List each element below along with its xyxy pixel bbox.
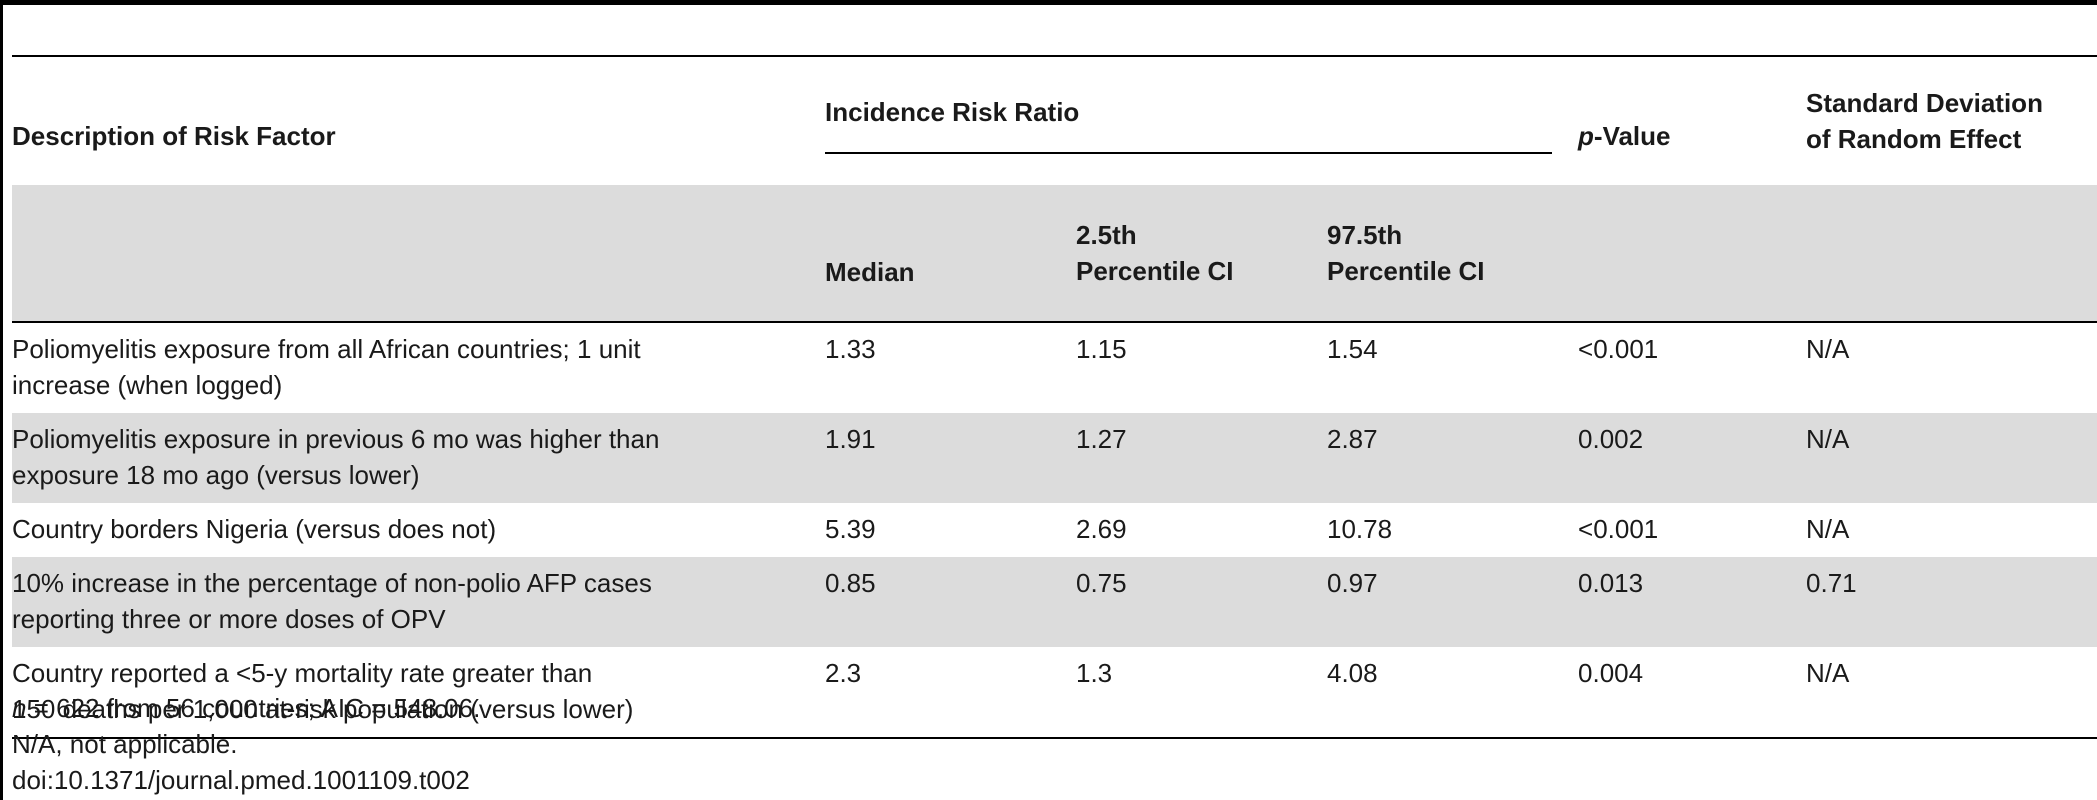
footnote-n-rest: = 622 from 56 countries; AIC = 548.06.: [26, 693, 481, 723]
ci-low-value: 1.27: [1076, 413, 1327, 503]
description-line: Country reported a <5-y mortality rate g…: [12, 658, 593, 688]
column-header-median: Median: [825, 185, 1076, 321]
risk-factor-description: Poliomyelitis exposure in previous 6 mo …: [12, 413, 825, 503]
description-line: exposure 18 mo ago (versus lower): [12, 460, 420, 490]
ci-high-value: 2.87: [1327, 413, 1579, 503]
description-line: reporting three or more doses of OPV: [12, 604, 446, 634]
sd-value: 0.71: [1806, 557, 2097, 647]
table-row: Country borders Nigeria (versus does not…: [12, 503, 2097, 557]
description-line: Country borders Nigeria (versus does not…: [12, 514, 497, 544]
sd-value: N/A: [1806, 514, 1850, 544]
p-value: 0.004: [1578, 658, 1644, 688]
column-group-incidence-risk-ratio: Incidence Risk Ratio: [825, 57, 1578, 185]
header-top-rule: [12, 55, 2097, 57]
risk-factor-description: Country borders Nigeria (versus does not…: [12, 503, 825, 557]
sd-value: N/A: [1806, 334, 1850, 364]
header-blank-cell-p: [1578, 185, 1807, 321]
risk-factor-table: Description of Risk Factor Incidence Ris…: [12, 57, 2097, 739]
ci-high-value: 0.97: [1327, 557, 1579, 647]
table-row: Poliomyelitis exposure in previous 6 mo …: [12, 413, 2097, 503]
table-row: Poliomyelitis exposure from all African …: [12, 323, 2097, 413]
ci-low-line2: Percentile CI: [1076, 256, 1234, 286]
table-body: Poliomyelitis exposure from all African …: [12, 323, 2097, 739]
ci-high-value: 4.08: [1327, 658, 1378, 688]
top-border-rule: [0, 0, 2097, 5]
ci-low-value: 1.3: [1076, 658, 1113, 688]
column-header-p-value: p-Value: [1578, 57, 1806, 185]
column-header-sd-random-effect: Standard Deviation of Random Effect: [1806, 57, 2097, 185]
median-value: 1.91: [825, 413, 1076, 503]
footnote-sample-size: n = 622 from 56 countries; AIC = 548.06.: [12, 690, 480, 726]
left-border-rule: [0, 0, 3, 800]
ci-high-line2: Percentile CI: [1327, 256, 1485, 286]
sd-header-line2: of Random Effect: [1806, 124, 2022, 154]
median-value: 5.39: [825, 514, 876, 544]
ci-high-line1: 97.5th: [1327, 220, 1403, 250]
table-bottom-rule: [12, 737, 2097, 739]
p-value: <0.001: [1578, 334, 1659, 364]
ci-high-value: 10.78: [1327, 514, 1393, 544]
ci-low-value: 2.69: [1076, 514, 1127, 544]
p-value: <0.001: [1578, 514, 1659, 544]
sd-header-line1: Standard Deviation: [1806, 88, 2043, 118]
ci-low-value: 0.75: [1076, 557, 1327, 647]
irr-group-label: Incidence Risk Ratio: [825, 94, 1552, 154]
description-line: 10% increase in the percentage of non-po…: [12, 568, 652, 598]
table-footnotes: n = 622 from 56 countries; AIC = 548.06.…: [12, 690, 480, 798]
column-header-description: Description of Risk Factor: [12, 121, 336, 151]
risk-factor-description: Poliomyelitis exposure from all African …: [12, 323, 825, 413]
sd-value: N/A: [1806, 413, 2097, 503]
ci-high-value: 1.54: [1327, 334, 1378, 364]
p-value-rest: -Value: [1593, 121, 1671, 151]
header-blank-cell: [12, 185, 825, 321]
description-line: increase (when logged): [12, 370, 283, 400]
description-line: Poliomyelitis exposure in previous 6 mo …: [12, 424, 660, 454]
footnote-na: N/A, not applicable.: [12, 729, 238, 759]
description-line: 150 deaths per 1,000 at-risk population …: [12, 694, 634, 724]
table-row: Country reported a <5-y mortality rate g…: [12, 647, 2097, 737]
median-value: 0.85: [825, 557, 1076, 647]
p-italic: p: [1578, 121, 1594, 151]
column-header-ci-low: 2.5th Percentile CI: [1076, 185, 1327, 321]
description-line: Poliomyelitis exposure from all African …: [12, 334, 641, 364]
ci-low-line1: 2.5th: [1076, 220, 1137, 250]
column-header-ci-high: 97.5th Percentile CI: [1327, 185, 1579, 321]
p-value: 0.002: [1578, 413, 1807, 503]
ci-low-value: 1.15: [1076, 334, 1127, 364]
p-value: 0.013: [1578, 557, 1807, 647]
table-row: 10% increase in the percentage of non-po…: [12, 557, 2097, 647]
footnote-n-italic: n: [12, 693, 27, 723]
header-row-primary: Description of Risk Factor Incidence Ris…: [12, 57, 2097, 185]
median-value: 1.33: [825, 334, 876, 364]
risk-factor-description: 10% increase in the percentage of non-po…: [12, 557, 825, 647]
footnote-doi: doi:10.1371/journal.pmed.1001109.t002: [12, 765, 470, 795]
risk-factor-description: Country reported a <5-y mortality rate g…: [12, 647, 825, 737]
header-row-secondary: Median 2.5th Percentile CI 97.5th Percen…: [12, 185, 2097, 321]
median-value: 2.3: [825, 658, 862, 688]
header-blank-cell-sd: [1806, 185, 2097, 321]
sd-value: N/A: [1806, 658, 1850, 688]
table-header: Description of Risk Factor Incidence Ris…: [12, 57, 2097, 323]
header-bottom-rule: [12, 321, 2097, 323]
